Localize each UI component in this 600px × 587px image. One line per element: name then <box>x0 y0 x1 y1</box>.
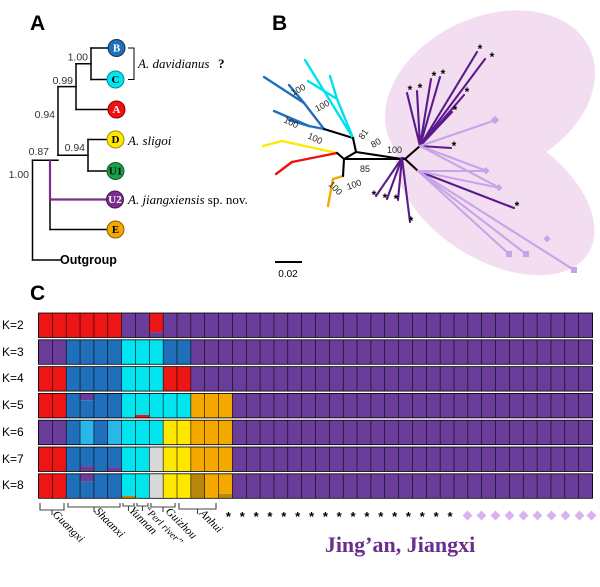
svg-text:A. davidianus: A. davidianus <box>137 56 210 71</box>
svg-text:A. jiangxiensis sp. nov.: A. jiangxiensis sp. nov. <box>127 192 248 207</box>
svg-text:A: A <box>113 104 121 116</box>
svg-text:*: * <box>254 509 260 524</box>
svg-text:*: * <box>420 509 426 524</box>
svg-text:*: * <box>465 85 470 99</box>
svg-text:100: 100 <box>289 82 307 98</box>
svg-text:K=7: K=7 <box>2 452 24 466</box>
svg-text:*: * <box>434 509 440 524</box>
svg-text:0.02: 0.02 <box>278 269 298 280</box>
svg-text:100: 100 <box>387 145 402 155</box>
svg-text:K=5: K=5 <box>2 398 24 412</box>
svg-text:C: C <box>112 74 120 86</box>
svg-text:1.00: 1.00 <box>68 52 89 64</box>
svg-text:*: * <box>453 103 458 117</box>
svg-text:0.94: 0.94 <box>65 142 86 154</box>
svg-text:*: * <box>441 67 446 81</box>
svg-text:K=8: K=8 <box>2 478 24 492</box>
svg-text:K=4: K=4 <box>2 371 24 385</box>
svg-text:E: E <box>112 224 119 236</box>
svg-text:*: * <box>394 192 399 206</box>
svg-text:U2: U2 <box>108 194 122 206</box>
svg-text:?: ? <box>218 56 225 71</box>
svg-text:*: * <box>392 509 398 524</box>
svg-text:K=3: K=3 <box>2 345 24 359</box>
svg-text:*: * <box>364 509 370 524</box>
svg-text:*: * <box>478 42 483 56</box>
svg-text:K=6: K=6 <box>2 425 24 439</box>
svg-text:K=2: K=2 <box>2 318 24 332</box>
svg-text:0.87: 0.87 <box>29 146 50 158</box>
svg-text:Anhui: Anhui <box>196 507 225 536</box>
svg-text:0.94: 0.94 <box>35 109 56 121</box>
svg-text:*: * <box>295 509 301 524</box>
svg-text:*: * <box>309 509 315 524</box>
svg-text:D: D <box>112 134 120 146</box>
svg-text:Jing’an, Jiangxi: Jing’an, Jiangxi <box>325 532 475 557</box>
svg-text:100: 100 <box>345 177 363 192</box>
svg-text:1.00: 1.00 <box>9 169 30 181</box>
svg-text:81: 81 <box>356 127 370 141</box>
svg-text:*: * <box>337 509 343 524</box>
svg-text:*: * <box>452 139 457 153</box>
svg-text:U1: U1 <box>109 166 122 178</box>
svg-text:*: * <box>383 191 388 205</box>
svg-text:*: * <box>432 69 437 83</box>
svg-text:85: 85 <box>360 164 370 174</box>
svg-text:Shaanxi: Shaanxi <box>92 506 127 541</box>
svg-text:Outgroup: Outgroup <box>60 253 117 267</box>
svg-text:100: 100 <box>306 131 324 146</box>
svg-text:0.99: 0.99 <box>53 75 74 87</box>
svg-text:*: * <box>515 199 520 213</box>
svg-text:*: * <box>408 83 413 97</box>
svg-text:100: 100 <box>282 115 300 130</box>
svg-text:*: * <box>490 50 495 64</box>
svg-text:*: * <box>378 509 384 524</box>
svg-text:*: * <box>323 509 329 524</box>
svg-text:*: * <box>351 509 357 524</box>
svg-text:80: 80 <box>369 136 383 150</box>
svg-text:A. sligoi: A. sligoi <box>127 133 172 148</box>
svg-text:*: * <box>226 509 232 524</box>
svg-text:B: B <box>113 43 121 55</box>
svg-text:*: * <box>281 509 287 524</box>
svg-text:*: * <box>267 509 273 524</box>
svg-text:Guangxi: Guangxi <box>50 509 86 545</box>
svg-text:*: * <box>406 509 412 524</box>
svg-text:*: * <box>418 81 423 95</box>
svg-text:*: * <box>240 509 246 524</box>
svg-text:*: * <box>447 509 453 524</box>
svg-text:*: * <box>409 214 414 228</box>
svg-text:*: * <box>372 188 377 202</box>
